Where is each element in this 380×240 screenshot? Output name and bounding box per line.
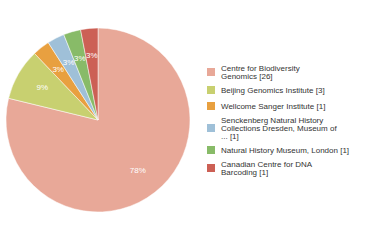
svg-text:3%: 3% bbox=[86, 51, 98, 60]
svg-text:Beijing Genomics Institute [3]: Beijing Genomics Institute [3] bbox=[221, 86, 325, 95]
svg-text:9%: 9% bbox=[36, 83, 48, 92]
svg-text:Canadian Centre for DNA: Canadian Centre for DNA bbox=[221, 159, 313, 169]
svg-text:78%: 78% bbox=[130, 166, 146, 175]
svg-text:Genomics [26]: Genomics [26] bbox=[221, 72, 273, 81]
svg-text:3%: 3% bbox=[63, 58, 75, 67]
svg-text:3%: 3% bbox=[74, 54, 86, 63]
svg-text:Barcoding [1]: Barcoding [1] bbox=[221, 168, 268, 177]
svg-text:Natural History Museum, London: Natural History Museum, London [1] bbox=[221, 146, 349, 155]
svg-text:Senckenberg Natural History: Senckenberg Natural History bbox=[221, 115, 324, 125]
svg-text:... [1]: ... [1] bbox=[221, 132, 239, 141]
svg-text:Wellcome Sanger Institute [1]: Wellcome Sanger Institute [1] bbox=[221, 102, 325, 111]
svg-text:Collections Dresden, Museum of: Collections Dresden, Museum of bbox=[221, 123, 337, 133]
svg-text:3%: 3% bbox=[52, 64, 64, 74]
svg-text:Centre for Biodiversity: Centre for Biodiversity bbox=[221, 63, 300, 73]
